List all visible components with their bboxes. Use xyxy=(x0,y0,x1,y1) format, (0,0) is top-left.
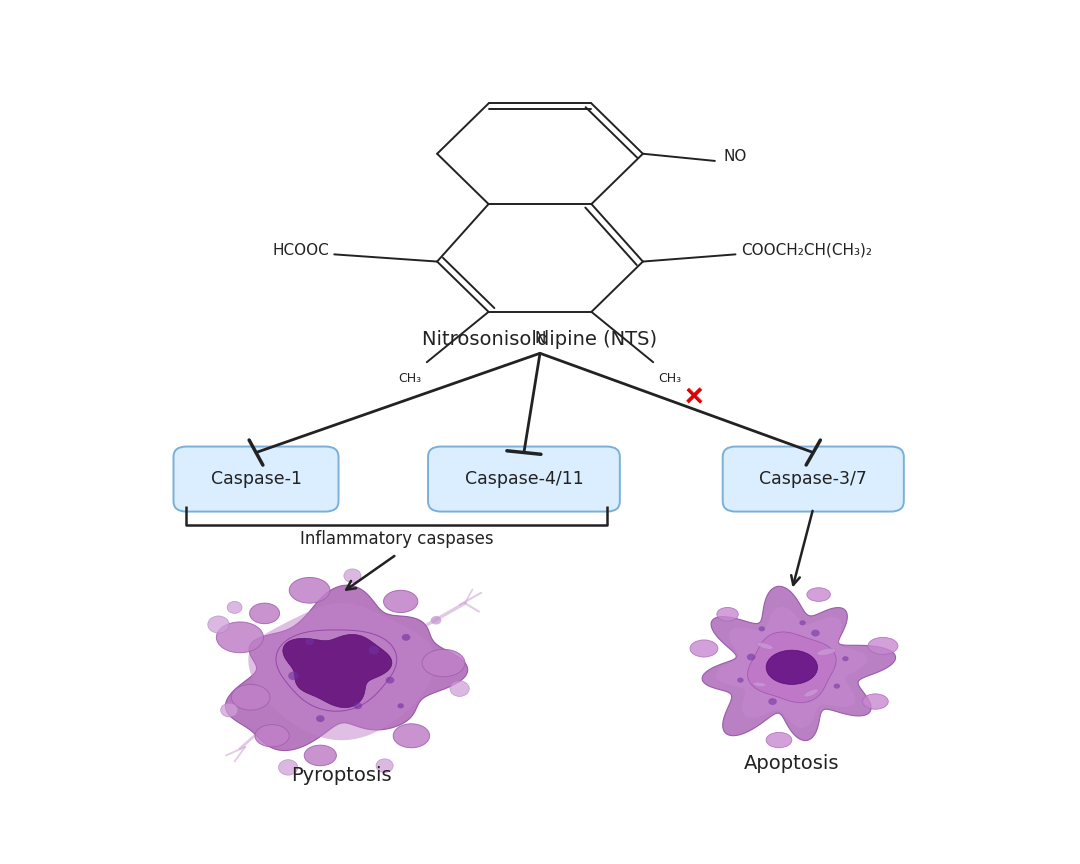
Circle shape xyxy=(306,638,314,645)
Circle shape xyxy=(768,698,777,705)
Ellipse shape xyxy=(289,577,330,603)
Circle shape xyxy=(227,601,242,613)
Ellipse shape xyxy=(757,643,773,649)
Text: Nitrosonisoldipine (NTS): Nitrosonisoldipine (NTS) xyxy=(422,330,658,349)
Ellipse shape xyxy=(231,684,270,710)
Circle shape xyxy=(376,759,393,772)
Ellipse shape xyxy=(249,603,280,624)
Circle shape xyxy=(343,569,361,582)
Ellipse shape xyxy=(305,745,336,766)
Text: N: N xyxy=(535,331,545,346)
Ellipse shape xyxy=(393,724,430,747)
FancyBboxPatch shape xyxy=(723,447,904,511)
Polygon shape xyxy=(226,585,468,751)
Circle shape xyxy=(279,759,298,775)
Circle shape xyxy=(353,702,362,709)
Polygon shape xyxy=(248,603,435,740)
Circle shape xyxy=(758,626,765,632)
Ellipse shape xyxy=(216,622,264,653)
Text: NO: NO xyxy=(724,149,747,164)
Circle shape xyxy=(207,616,229,633)
Ellipse shape xyxy=(766,733,792,747)
Ellipse shape xyxy=(383,590,418,613)
Circle shape xyxy=(799,620,806,626)
Text: Inflammatory caspases: Inflammatory caspases xyxy=(300,530,494,548)
Ellipse shape xyxy=(717,607,739,621)
Circle shape xyxy=(738,677,744,683)
Circle shape xyxy=(834,683,840,689)
Ellipse shape xyxy=(863,694,888,709)
Circle shape xyxy=(288,671,299,680)
Circle shape xyxy=(220,703,238,717)
Text: +: + xyxy=(676,375,714,414)
Ellipse shape xyxy=(255,725,289,746)
Text: Caspase-3/7: Caspase-3/7 xyxy=(759,470,867,488)
Circle shape xyxy=(747,654,755,660)
Ellipse shape xyxy=(807,588,831,601)
Circle shape xyxy=(842,656,849,661)
Ellipse shape xyxy=(816,648,836,656)
Circle shape xyxy=(397,703,404,708)
Circle shape xyxy=(316,715,325,722)
FancyBboxPatch shape xyxy=(174,447,338,511)
Ellipse shape xyxy=(690,640,718,657)
Text: COOCH₂CH(CH₃)₂: COOCH₂CH(CH₃)₂ xyxy=(741,243,872,257)
Circle shape xyxy=(811,630,820,637)
Circle shape xyxy=(431,616,442,625)
Polygon shape xyxy=(702,587,895,740)
Polygon shape xyxy=(747,632,836,702)
Ellipse shape xyxy=(804,689,819,697)
Ellipse shape xyxy=(422,650,465,677)
Text: Caspase-1: Caspase-1 xyxy=(211,470,301,488)
Circle shape xyxy=(402,634,410,641)
Text: HCOOC: HCOOC xyxy=(272,243,329,257)
Text: Pyroptosis: Pyroptosis xyxy=(292,766,392,785)
Text: Caspase-4/11: Caspase-4/11 xyxy=(464,470,583,488)
Text: CH₃: CH₃ xyxy=(659,372,681,385)
Ellipse shape xyxy=(754,683,766,687)
Circle shape xyxy=(386,677,394,683)
FancyBboxPatch shape xyxy=(428,447,620,511)
Polygon shape xyxy=(716,607,867,727)
Text: CH₃: CH₃ xyxy=(399,372,421,385)
Polygon shape xyxy=(283,634,392,708)
Circle shape xyxy=(368,646,379,654)
Circle shape xyxy=(450,681,470,696)
Ellipse shape xyxy=(766,651,818,684)
Text: Apoptosis: Apoptosis xyxy=(744,753,839,772)
Ellipse shape xyxy=(868,638,897,654)
